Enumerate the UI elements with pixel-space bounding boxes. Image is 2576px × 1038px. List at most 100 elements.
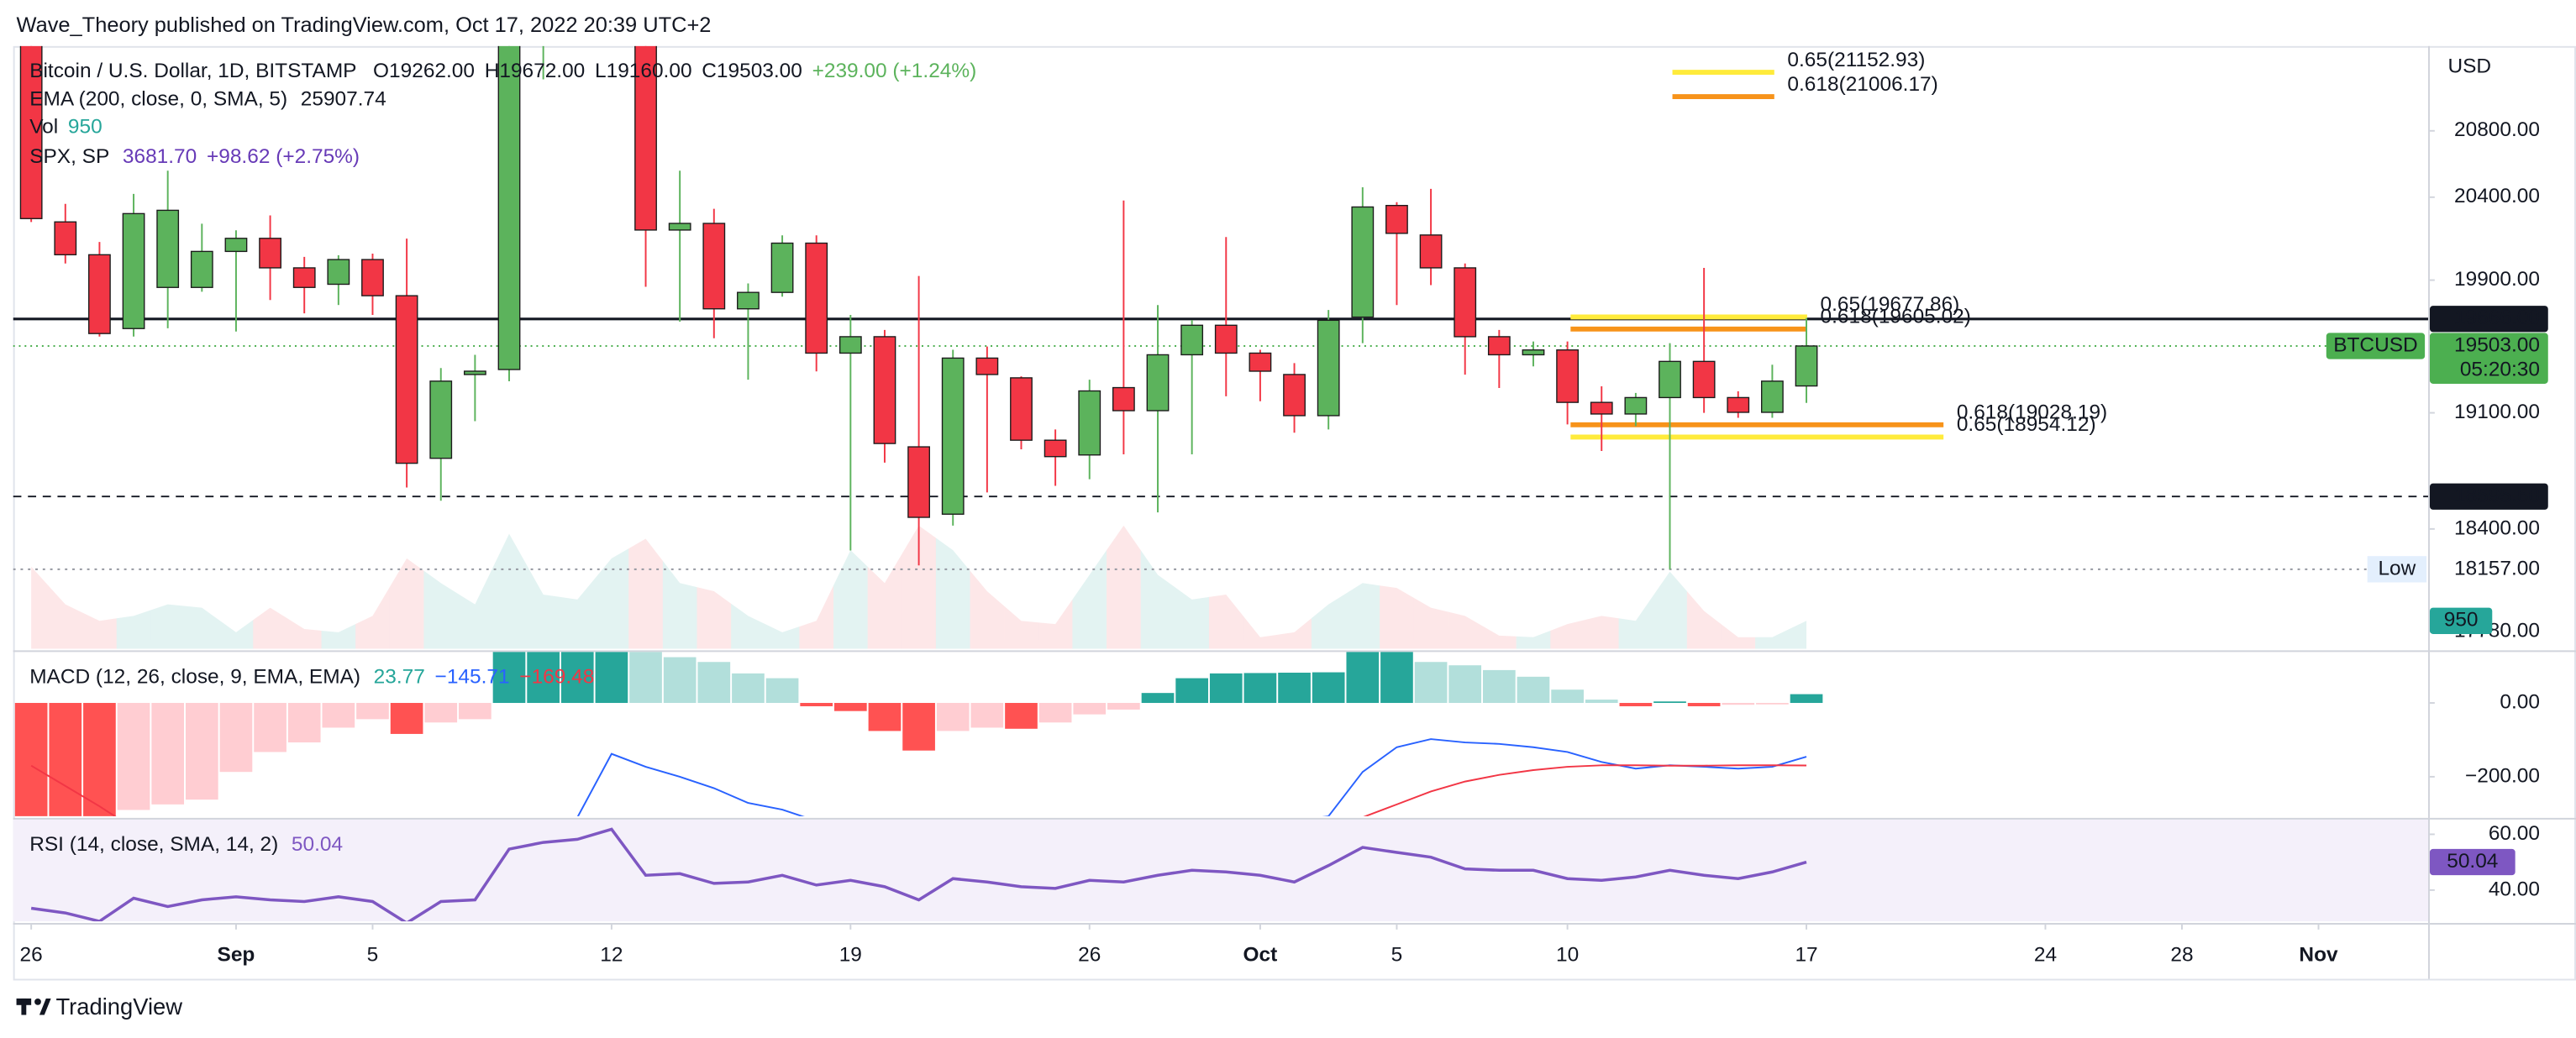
macd-histogram-bar bbox=[1722, 703, 1755, 705]
candle-body bbox=[88, 254, 111, 334]
macd-line bbox=[576, 738, 1807, 816]
volume-area bbox=[560, 579, 595, 649]
macd-histogram-bar bbox=[765, 678, 799, 704]
y-tick-label: 18400.00 bbox=[2454, 516, 2540, 539]
volume-tag-bg bbox=[2429, 607, 2493, 634]
volume-area bbox=[1686, 591, 1722, 649]
volume-area bbox=[1482, 626, 1517, 649]
candle-body bbox=[1454, 267, 1477, 338]
candle-body bbox=[1556, 349, 1580, 403]
macd-histogram-bar bbox=[1107, 703, 1140, 710]
macd-histogram-bar bbox=[1175, 678, 1208, 704]
macd-histogram-bar bbox=[322, 703, 355, 728]
macd-histogram-bar bbox=[424, 703, 458, 723]
macd-histogram-bar bbox=[1483, 669, 1516, 704]
x-tick-label: 26 bbox=[1078, 944, 1101, 967]
candle-body bbox=[19, 45, 43, 219]
volume-area bbox=[1208, 594, 1243, 649]
volume-area bbox=[765, 624, 800, 649]
macd-histogram-bar bbox=[663, 657, 697, 704]
spx-value: 3681.70 bbox=[123, 145, 197, 168]
publish-header: Wave_Theory published on TradingView.com… bbox=[17, 13, 712, 37]
volume-area bbox=[1618, 595, 1653, 649]
macd-histogram-bar bbox=[1312, 672, 1345, 704]
volume-area bbox=[833, 550, 868, 649]
macd-histogram-bar bbox=[1038, 703, 1072, 723]
candle-body bbox=[1283, 374, 1306, 417]
macd-legend: MACD (12, 26, close, 9, EMA, EMA) 23.77 −1… bbox=[29, 666, 594, 689]
macd-histogram-bar bbox=[1653, 701, 1686, 704]
candle-body bbox=[395, 295, 418, 464]
macd-histogram-bar bbox=[151, 703, 185, 805]
macd-name: MACD (12, 26, close, 9, EMA, EMA) bbox=[29, 666, 360, 689]
macd-histogram-bar bbox=[1278, 672, 1311, 704]
volume-area bbox=[355, 587, 390, 649]
x-tick-label: Oct bbox=[1243, 944, 1278, 967]
macd-histogram-bar bbox=[1005, 703, 1038, 729]
y-tick-label: −200.00 bbox=[2465, 764, 2540, 787]
currency-label: USD bbox=[2447, 55, 2491, 78]
candle-body bbox=[941, 357, 965, 515]
last-price-tag: 19503.00 bbox=[2454, 333, 2540, 356]
macd-hist-value: 23.77 bbox=[374, 666, 425, 689]
candle-body bbox=[1010, 377, 1033, 441]
candle-body bbox=[1180, 324, 1204, 356]
macd-histogram-bar bbox=[49, 703, 82, 816]
macd-histogram-bar bbox=[1551, 689, 1584, 704]
volume-area bbox=[1311, 593, 1346, 649]
macd-histogram-bar bbox=[1141, 693, 1175, 704]
x-tick-label: 10 bbox=[1556, 944, 1579, 967]
volume-area bbox=[628, 538, 663, 649]
ohlc-value: C19503.00 bbox=[702, 60, 802, 83]
spx-legend: SPX, SP 3681.70 +98.62 (+2.75%) bbox=[29, 145, 360, 168]
candle-body bbox=[54, 221, 77, 256]
volume-area bbox=[1721, 624, 1756, 649]
candle-body bbox=[1692, 360, 1716, 399]
macd-histogram-bar bbox=[1687, 703, 1721, 706]
volume-name: Vol bbox=[29, 116, 58, 139]
price-tag-bg bbox=[2431, 556, 2550, 583]
candle-body bbox=[156, 209, 180, 288]
rsi-tag: 50.04 bbox=[2447, 850, 2498, 873]
candle-body bbox=[702, 223, 726, 310]
macd-histogram-bar bbox=[629, 652, 662, 704]
candle-body bbox=[770, 242, 794, 293]
candle-body bbox=[292, 267, 316, 288]
x-tick-label: Sep bbox=[218, 944, 255, 967]
macd-histogram-bar bbox=[902, 703, 935, 751]
candle-body bbox=[259, 238, 281, 269]
candle-body bbox=[1795, 345, 1818, 387]
volume-area bbox=[526, 564, 560, 649]
candle-body bbox=[497, 45, 521, 370]
ohlc-value: L19160.00 bbox=[595, 60, 692, 83]
candle-body bbox=[1351, 206, 1375, 318]
candle-body bbox=[1761, 380, 1784, 413]
x-tick-label: 19 bbox=[839, 944, 862, 967]
macd-histogram-bar bbox=[1448, 665, 1482, 704]
macd-histogram-bar bbox=[936, 703, 970, 731]
rsi-tag-bg bbox=[2429, 848, 2516, 876]
rsi-name: RSI (14, close, SMA, 14, 2) bbox=[29, 834, 278, 857]
price-tag: 19666.00 bbox=[2454, 307, 2540, 329]
x-tick-label: 12 bbox=[600, 944, 623, 967]
volume-area bbox=[1072, 550, 1107, 649]
rsi-line bbox=[30, 827, 1807, 922]
x-tick-label: 17 bbox=[1795, 944, 1817, 967]
volume-area bbox=[1448, 611, 1483, 649]
volume-area bbox=[799, 585, 834, 649]
x-tick-label: 28 bbox=[2170, 944, 2193, 967]
candle-body bbox=[1317, 319, 1340, 417]
volume-area bbox=[1550, 620, 1585, 649]
macd-histogram-bar bbox=[1073, 703, 1107, 715]
candle-body bbox=[1522, 349, 1545, 356]
x-tick-label: Nov bbox=[2299, 944, 2338, 967]
price-pane: 0.65(21152.93)0.618(21006.17) 0.65(19677.… bbox=[13, 45, 2429, 570]
macd-histogram-bar bbox=[833, 703, 867, 711]
volume-area bbox=[1755, 629, 1790, 649]
chart-frame bbox=[13, 45, 2576, 981]
volume-area bbox=[902, 525, 936, 649]
volume-area bbox=[423, 570, 459, 649]
volume-area bbox=[731, 603, 765, 649]
volume-legend: Vol 950 bbox=[29, 116, 102, 139]
macd-line-value: −145.71 bbox=[435, 666, 510, 689]
